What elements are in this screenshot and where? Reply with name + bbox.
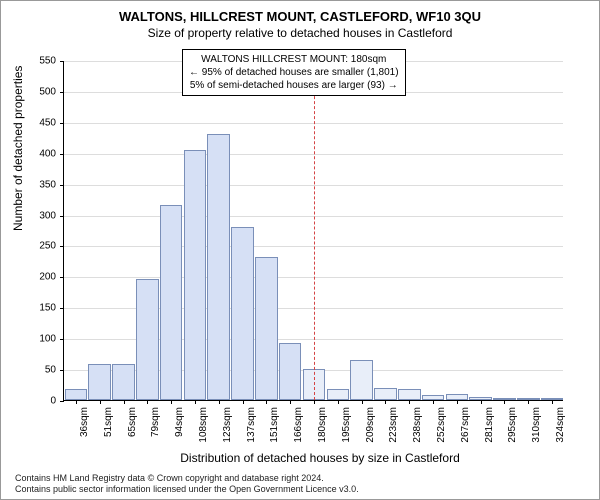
histogram-bar <box>112 364 135 400</box>
footer-attribution: Contains HM Land Registry data © Crown c… <box>15 473 589 495</box>
xtick-mark <box>290 400 291 404</box>
xtick-label: 252sqm <box>436 407 447 443</box>
footer-line1: Contains HM Land Registry data © Crown c… <box>15 473 589 484</box>
xtick-mark <box>362 400 363 404</box>
histogram-bar <box>184 150 207 400</box>
histogram-bar <box>398 389 421 400</box>
ytick-mark <box>60 246 64 247</box>
xtick-label: 36sqm <box>79 407 90 437</box>
xtick-label: 310sqm <box>531 407 542 443</box>
xtick-label: 324sqm <box>555 407 566 443</box>
xtick-mark <box>504 400 505 404</box>
ytick-label: 100 <box>26 334 56 345</box>
xtick-mark <box>457 400 458 404</box>
ytick-label: 450 <box>26 117 56 128</box>
ytick-label: 150 <box>26 303 56 314</box>
xtick-mark <box>100 400 101 404</box>
annotation-line1: WALTONS HILLCREST MOUNT: 180sqm <box>189 53 399 66</box>
y-axis-label: Number of detached properties <box>11 66 25 231</box>
chart-subtitle: Size of property relative to detached ho… <box>1 24 599 40</box>
annotation-line3: 5% of semi-detached houses are larger (9… <box>189 79 399 92</box>
xtick-label: 123sqm <box>222 407 233 443</box>
ytick-mark <box>60 401 64 402</box>
xtick-label: 295sqm <box>507 407 518 443</box>
xtick-label: 151sqm <box>269 407 280 443</box>
ytick-label: 0 <box>26 396 56 407</box>
histogram-bar <box>231 227 254 400</box>
ytick-label: 400 <box>26 148 56 159</box>
ytick-label: 250 <box>26 241 56 252</box>
xtick-mark <box>266 400 267 404</box>
xtick-mark <box>76 400 77 404</box>
annotation-box: WALTONS HILLCREST MOUNT: 180sqm← 95% of … <box>182 49 406 96</box>
xtick-mark <box>433 400 434 404</box>
chart-title: WALTONS, HILLCREST MOUNT, CASTLEFORD, WF… <box>1 1 599 24</box>
xtick-mark <box>385 400 386 404</box>
xtick-label: 195sqm <box>341 407 352 443</box>
histogram-bar <box>136 279 159 400</box>
xtick-mark <box>243 400 244 404</box>
ytick-mark <box>60 370 64 371</box>
xtick-mark <box>124 400 125 404</box>
xtick-mark <box>481 400 482 404</box>
xtick-label: 180sqm <box>317 407 328 443</box>
xtick-label: 137sqm <box>246 407 257 443</box>
histogram-bar <box>327 389 350 400</box>
xtick-label: 65sqm <box>127 407 138 437</box>
ytick-label: 500 <box>26 86 56 97</box>
histogram-bar <box>207 134 230 400</box>
x-axis-label: Distribution of detached houses by size … <box>21 451 600 465</box>
xtick-mark <box>552 400 553 404</box>
histogram-bar <box>65 389 88 400</box>
histogram-bar <box>160 205 183 400</box>
xtick-label: 108sqm <box>198 407 209 443</box>
ytick-mark <box>60 339 64 340</box>
xtick-mark <box>314 400 315 404</box>
ytick-mark <box>60 61 64 62</box>
ytick-mark <box>60 92 64 93</box>
footer-line2: Contains public sector information licen… <box>15 484 589 495</box>
xtick-label: 79sqm <box>150 407 161 437</box>
xtick-label: 51sqm <box>103 407 114 437</box>
ytick-mark <box>60 308 64 309</box>
xtick-label: 94sqm <box>174 407 185 437</box>
ytick-label: 300 <box>26 210 56 221</box>
histogram-bar <box>255 257 278 400</box>
xtick-label: 166sqm <box>293 407 304 443</box>
xtick-mark <box>195 400 196 404</box>
xtick-mark <box>171 400 172 404</box>
ytick-label: 350 <box>26 179 56 190</box>
xtick-mark <box>219 400 220 404</box>
xtick-mark <box>147 400 148 404</box>
reference-line <box>314 61 315 400</box>
ytick-mark <box>60 154 64 155</box>
xtick-mark <box>528 400 529 404</box>
xtick-label: 267sqm <box>460 407 471 443</box>
histogram-bar <box>279 343 302 400</box>
chart-area: 05010015020025030035040045050055036sqm51… <box>63 61 563 401</box>
histogram-bar <box>88 364 111 400</box>
xtick-label: 223sqm <box>388 407 399 443</box>
ytick-mark <box>60 277 64 278</box>
annotation-line2: ← 95% of detached houses are smaller (1,… <box>189 66 399 79</box>
ytick-label: 200 <box>26 272 56 283</box>
xtick-mark <box>409 400 410 404</box>
histogram-bar <box>374 388 397 400</box>
xtick-label: 209sqm <box>365 407 376 443</box>
ytick-mark <box>60 216 64 217</box>
histogram-bar <box>350 360 373 400</box>
xtick-label: 238sqm <box>412 407 423 443</box>
ytick-label: 550 <box>26 56 56 67</box>
xtick-mark <box>338 400 339 404</box>
plot-area: 05010015020025030035040045050055036sqm51… <box>63 61 563 401</box>
ytick-mark <box>60 123 64 124</box>
ytick-mark <box>60 185 64 186</box>
ytick-label: 50 <box>26 365 56 376</box>
xtick-label: 281sqm <box>484 407 495 443</box>
